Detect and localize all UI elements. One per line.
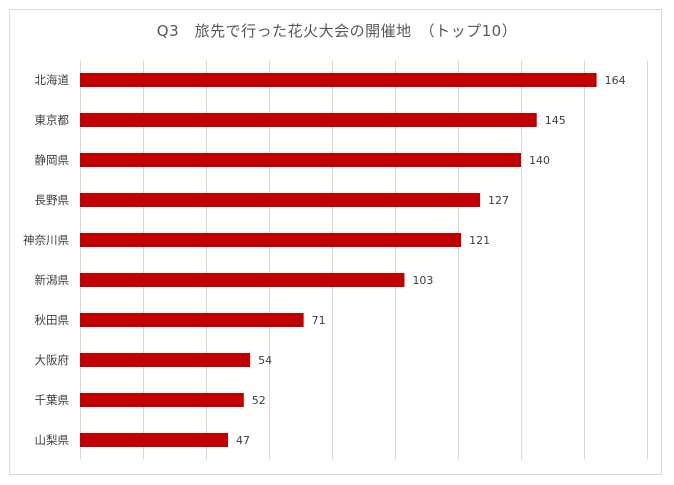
data-label: 71 <box>312 314 326 327</box>
data-label: 54 <box>258 354 272 367</box>
data-label: 52 <box>252 394 266 407</box>
data-label: 127 <box>488 194 509 207</box>
data-label: 145 <box>545 114 566 127</box>
data-label: 140 <box>529 154 550 167</box>
category-label: 新潟県 <box>35 273 70 287</box>
category-label: 東京都 <box>35 113 70 127</box>
data-label: 164 <box>605 74 626 87</box>
data-label: 47 <box>236 434 250 447</box>
category-label: 大阪府 <box>35 353 70 367</box>
bar <box>80 73 597 87</box>
category-label: 秋田県 <box>35 313 70 327</box>
bar <box>80 353 251 367</box>
data-label: 121 <box>469 234 490 247</box>
bar <box>80 193 481 207</box>
chart-title: Q3 旅先で行った花火大会の開催地 （トップ10） <box>156 22 518 40</box>
category-label: 北海道 <box>35 73 70 87</box>
data-label: 103 <box>412 274 433 287</box>
bar <box>80 433 229 447</box>
category-label: 千葉県 <box>35 393 70 407</box>
bar <box>80 113 537 127</box>
category-label: 神奈川県 <box>23 233 69 247</box>
category-label: 静岡県 <box>35 153 70 167</box>
bar <box>80 273 405 287</box>
category-label: 長野県 <box>35 193 70 207</box>
bar <box>80 233 462 247</box>
bar <box>80 313 304 327</box>
bar <box>80 153 521 167</box>
category-label: 山梨県 <box>35 433 70 447</box>
bar <box>80 393 244 407</box>
